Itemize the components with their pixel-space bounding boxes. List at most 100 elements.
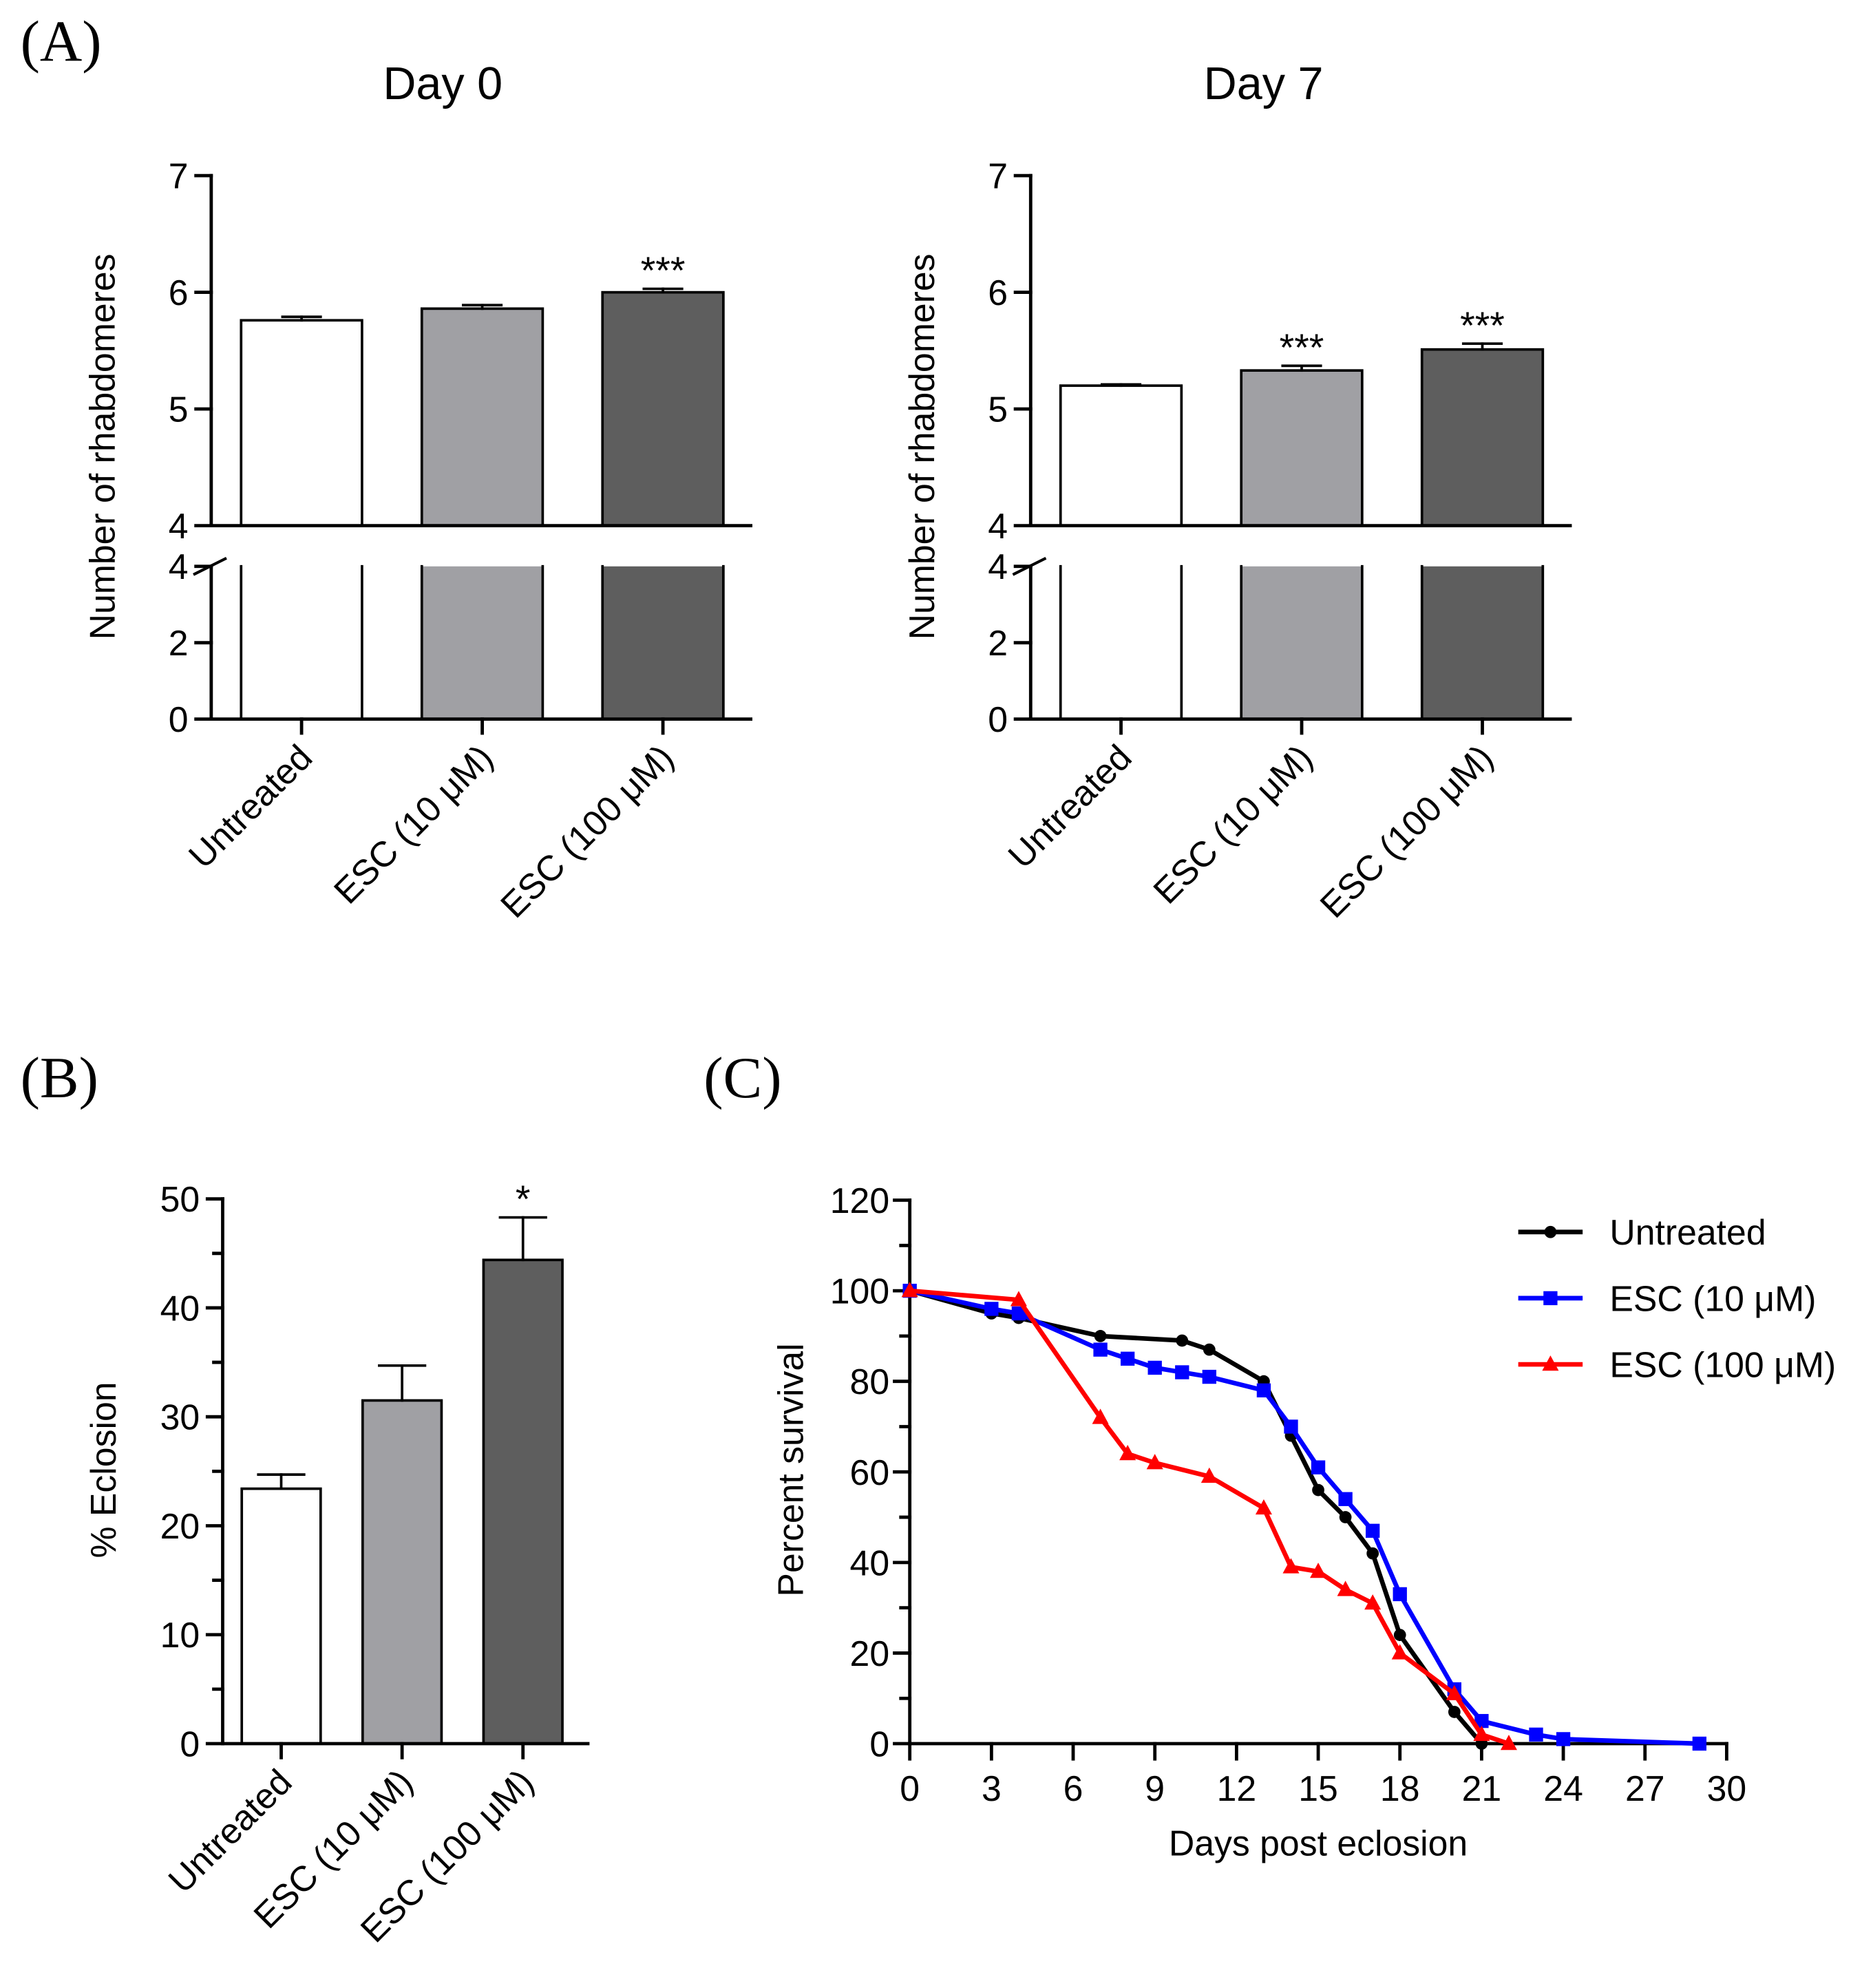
x-tick-label-untreated: Untreated: [1000, 737, 1139, 876]
data-point-esc-10-m: [1529, 1727, 1543, 1742]
x-tick-label: 24: [1543, 1768, 1583, 1808]
x-tick-label: 6: [1064, 1768, 1083, 1808]
significance-esc-100-m: ***: [641, 249, 686, 292]
day-7-bar-chart: Day 7 Number of rhabdomeres *** *** 4 5 6 7 0 2 4 U…: [902, 59, 1572, 926]
data-point-esc-10-m: [1474, 1713, 1489, 1728]
y-axis-label: Percent survival: [770, 1343, 810, 1596]
significance-esc-10-m: ***: [1280, 326, 1324, 369]
chart-title: Day 7: [1204, 59, 1324, 109]
y-tick-label: 4: [988, 547, 1008, 586]
data-point-esc-100-m: [1337, 1580, 1354, 1596]
legend-marker-esc-100-m: [1542, 1355, 1559, 1371]
y-tick-label: 20: [850, 1633, 890, 1673]
bar-lower-segment-untreated: [241, 566, 362, 719]
bar-esc-100-m: [601, 290, 725, 527]
legend-entry-esc-10-m: ESC (10 μM): [1518, 1278, 1816, 1318]
data-point-esc-100-m: [1282, 1558, 1300, 1574]
day-0-bar-chart: Day 0 Number of rhabdomeres *** 4 5 6 7 0 2 4 Untr…: [82, 59, 753, 925]
y-tick-label: 5: [169, 390, 189, 430]
data-point-untreated: [1094, 1330, 1107, 1342]
bar-untreated: [240, 319, 363, 527]
y-tick-label: 6: [988, 273, 1008, 313]
y-tick-label: 120: [830, 1181, 889, 1220]
data-point-esc-100-m: [1200, 1467, 1218, 1483]
bar-esc-100-m: [1420, 348, 1545, 527]
panel-label-a: (A): [21, 10, 102, 74]
x-tick-label: 0: [900, 1768, 920, 1808]
data-point-esc-10-m: [1011, 1306, 1026, 1321]
x-tick-label: 21: [1462, 1768, 1502, 1808]
data-point-esc-10-m: [1256, 1383, 1271, 1398]
data-point-esc-100-m: [1500, 1735, 1517, 1751]
bar-esc-100-m: [482, 1258, 564, 1745]
y-tick-label: 7: [169, 156, 189, 196]
y-tick-label: 0: [988, 699, 1008, 739]
y-tick-label: 10: [160, 1615, 200, 1655]
bar-lower-segment-untreated: [1060, 566, 1182, 719]
legend-entry-esc-100-m: ESC (100 μM): [1518, 1345, 1836, 1385]
series-line-untreated: [909, 1288, 1483, 1746]
series-line-esc-10-m: [909, 1288, 1700, 1746]
data-point-esc-10-m: [1311, 1460, 1326, 1474]
data-point-untreated: [1393, 1629, 1406, 1641]
legend-label-esc-10-m: ESC (10 μM): [1609, 1278, 1816, 1318]
data-point-esc-10-m: [1120, 1351, 1135, 1366]
data-point-esc-10-m: [1338, 1492, 1353, 1506]
significance-esc-100-m: *: [516, 1178, 531, 1220]
y-tick-label: 30: [160, 1397, 200, 1437]
legend: Untreated ESC (10 μM) ESC (100 μM): [1518, 1212, 1836, 1385]
x-tick-label: 27: [1625, 1768, 1665, 1808]
data-point-esc-100-m: [1255, 1499, 1272, 1515]
x-tick-label-esc-100-m: ESC (100 μM): [1312, 737, 1501, 926]
legend-entry-untreated: Untreated: [1518, 1212, 1766, 1252]
data-point-esc-100-m: [1010, 1291, 1027, 1307]
y-tick-label: 2: [169, 623, 189, 663]
data-point-esc-100-m: [1146, 1454, 1163, 1470]
data-point-esc-10-m: [1093, 1342, 1108, 1357]
y-tick-label: 5: [988, 390, 1008, 430]
y-tick-label: 100: [830, 1271, 889, 1311]
bar-lower-segment-esc-10-m: [421, 566, 543, 719]
data-point-esc-100-m: [1092, 1408, 1109, 1424]
data-point-esc-10-m: [1366, 1523, 1380, 1538]
bar-lower-segment-esc-100-m: [1421, 566, 1543, 719]
data-point-esc-100-m: [1119, 1445, 1136, 1461]
x-tick-label: 9: [1145, 1768, 1165, 1808]
y-tick-label: 6: [169, 273, 189, 313]
data-point-untreated: [1339, 1511, 1352, 1523]
data-point-untreated: [1366, 1547, 1379, 1560]
series-untreated: [903, 1284, 1488, 1750]
y-tick-label: 4: [988, 506, 1008, 546]
data-point-esc-10-m: [1147, 1360, 1162, 1375]
data-point-esc-10-m: [984, 1302, 999, 1316]
y-tick-label: 50: [160, 1179, 200, 1219]
data-point-esc-10-m: [1393, 1587, 1407, 1602]
legend-label-esc-100-m: ESC (100 μM): [1609, 1345, 1836, 1385]
y-axis-label: % Eclosion: [83, 1382, 123, 1558]
y-tick-label: 2: [988, 623, 1008, 663]
data-point-esc-10-m: [1284, 1419, 1298, 1434]
data-point-esc-100-m: [1473, 1725, 1490, 1742]
x-tick-label: 30: [1707, 1768, 1747, 1808]
data-point-esc-100-m: [1310, 1563, 1327, 1578]
data-point-untreated: [1448, 1706, 1461, 1718]
y-axis-label: Number of rhabdomeres: [82, 253, 122, 639]
data-point-untreated: [1312, 1483, 1324, 1497]
y-axis-label: Number of rhabdomeres: [902, 253, 942, 639]
panel-label-b: (B): [21, 1046, 98, 1110]
x-tick-label: 3: [982, 1768, 1002, 1808]
data-point-esc-100-m: [901, 1282, 918, 1298]
bar-lower-segment-esc-100-m: [602, 566, 723, 719]
y-tick-label: 40: [160, 1288, 200, 1328]
data-point-untreated: [1203, 1343, 1216, 1356]
survival-line-chart: Percent survival Days post eclosion 0 20 40 6…: [770, 1181, 1836, 1863]
x-tick-label-esc-10-m: ESC (10 μM): [326, 737, 500, 911]
data-point-esc-100-m: [1446, 1684, 1463, 1700]
bar-lower-segment-esc-10-m: [1241, 566, 1362, 719]
y-tick-label: 20: [160, 1506, 200, 1546]
data-point-esc-10-m: [1202, 1369, 1216, 1384]
y-tick-label: 4: [169, 547, 189, 586]
series-line-esc-100-m: [909, 1288, 1510, 1746]
x-tick-label: 18: [1380, 1768, 1420, 1808]
